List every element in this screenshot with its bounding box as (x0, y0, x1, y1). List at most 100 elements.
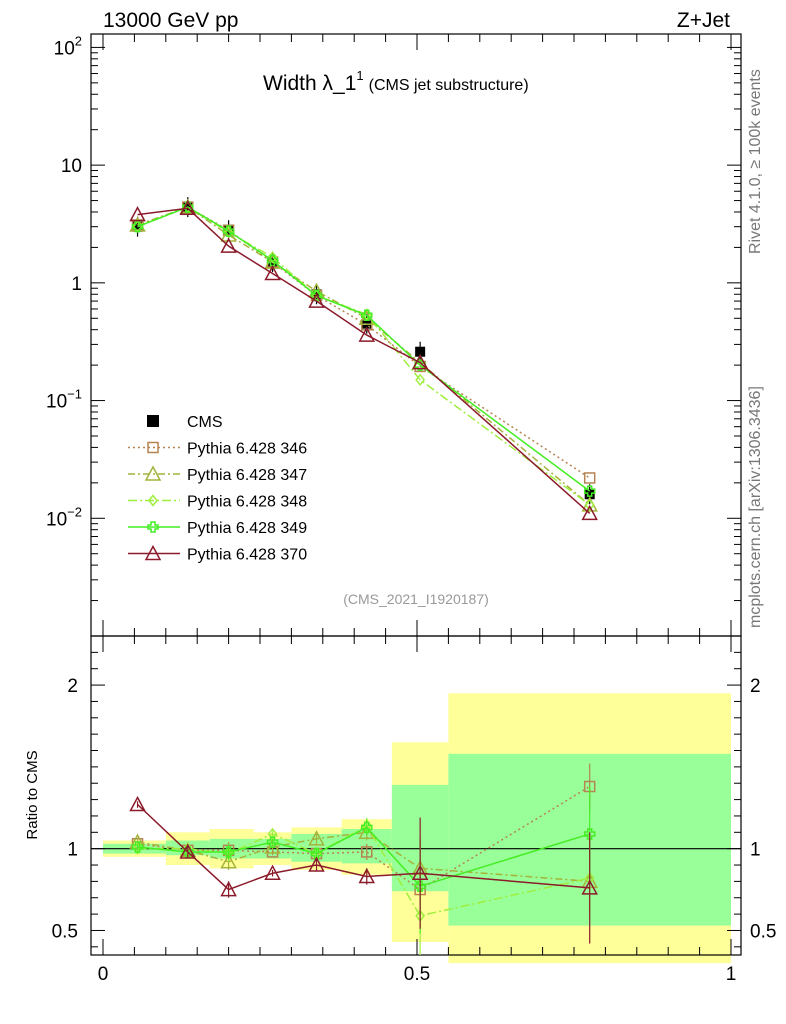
mcplots-label: mcplots.cern.ch [arXiv:1306.3436] (747, 386, 764, 628)
plot-title: Width λ_11 (CMS jet substructure) (263, 68, 529, 95)
marker-triangle-open (264, 864, 281, 880)
ratio-series (129, 763, 598, 955)
process-label: Z+Jet (677, 9, 730, 32)
main-series-line (137, 206, 591, 506)
marker-triangle-open (264, 253, 281, 269)
marker-triangle-open (220, 853, 237, 869)
xtick-label: 0 (98, 964, 109, 985)
marker-triangle-open (144, 544, 162, 561)
marker-square-filled (147, 415, 159, 427)
legend-entry: CMS (147, 414, 223, 431)
main-ytick-label: 10 (61, 156, 82, 177)
main-series-5 (129, 199, 598, 521)
main-ytick-label: 10−1 (46, 387, 82, 413)
ratio-series-4 (129, 795, 598, 944)
main-ytick-label-exp: −2 (67, 504, 82, 519)
marker-cross (310, 289, 323, 302)
marker-triangle-open (129, 206, 146, 222)
main-ytick-label-exp: 2 (75, 33, 82, 48)
legend-label: Pythia 6.428 347 (187, 467, 307, 484)
legend: CMS Pythia 6.428 346 Pythia 6.428 347 Pythi… (128, 414, 307, 564)
marker-cross (583, 828, 596, 840)
plot-title-sub: (CMS jet substructure) (369, 77, 529, 94)
ratio-ytick-label: 1 (67, 840, 78, 861)
marker-triangle-open (179, 199, 197, 216)
main-ytick-label: 1 (71, 274, 82, 295)
marker-diamond-open (415, 373, 426, 387)
ratio-ytick-label: 2 (67, 676, 78, 697)
main-ytick-label: 102 (54, 33, 82, 59)
marker-square-filled (584, 489, 595, 500)
xtick-label: 0.5 (404, 964, 430, 985)
legend-entry: Pythia 6.428 346 (128, 441, 307, 458)
ratio-series-line (137, 831, 590, 883)
marker-triangle-open (264, 838, 281, 854)
marker-cross (414, 359, 426, 371)
rivet-version-label: Rivet 4.1.0, ≥ 100k events (747, 69, 764, 254)
marker-triangle-open (179, 843, 197, 859)
marker-cross (310, 847, 323, 860)
marker-triangle-open (581, 879, 598, 895)
main-series-2 (129, 198, 598, 512)
main-series-line (137, 206, 591, 506)
legend-entry: Pythia 6.428 347 (128, 465, 307, 484)
marker-square-filled (415, 346, 426, 357)
marker-triangle-open (581, 504, 598, 521)
marker-cross (414, 880, 426, 893)
main-series-3 (132, 200, 595, 512)
marker-square-open (147, 441, 159, 454)
legend-label: Pythia 6.428 348 (187, 494, 307, 511)
marker-cross (361, 821, 373, 834)
ratio-ytick-label-right: 1 (750, 840, 761, 861)
marker-cross (131, 841, 144, 853)
main-series-line (137, 206, 591, 479)
main-series (129, 197, 598, 521)
marker-triangle-open (144, 465, 162, 481)
legend-entry: Pythia 6.428 349 (128, 520, 307, 537)
marker-triangle-open (411, 864, 429, 880)
ratio-ytick-label-right: 2 (750, 676, 761, 697)
marker-triangle-open (358, 326, 376, 342)
marker-cross (266, 836, 279, 848)
main-series-line (137, 206, 591, 492)
marker-cross (583, 485, 596, 497)
main-ytick-label-exp: −1 (67, 387, 82, 402)
plot-title-sup: 1 (356, 68, 363, 83)
marker-cross (147, 521, 159, 533)
main-ytick-label-base: 10 (46, 509, 67, 530)
marker-triangle-open (308, 282, 325, 298)
marker-triangle-open (264, 264, 281, 281)
legend-label: CMS (187, 414, 223, 431)
marker-triangle-open (308, 856, 325, 872)
marker-cross (266, 254, 279, 267)
legend-entry: Pythia 6.428 370 (128, 544, 307, 564)
marker-triangle-open (308, 830, 325, 846)
main-ytick-label: 10−2 (46, 504, 82, 530)
ratio-ytick-label-right: 0.5 (750, 921, 776, 942)
ratio-series-line (137, 826, 590, 888)
ratio-bands (103, 693, 731, 964)
marker-diamond-open (584, 498, 595, 512)
marker-triangle-open (308, 292, 325, 308)
main-ytick-label-base: 10 (46, 392, 67, 413)
marker-cross (222, 846, 235, 858)
ratio-ytick-label: 0.5 (52, 921, 78, 942)
marker-diamond-open (148, 494, 158, 507)
legend-label: Pythia 6.428 349 (187, 520, 307, 537)
energy-label: 13000 GeV pp (103, 9, 238, 32)
plot-title-main: Width λ_1 (263, 72, 356, 95)
marker-cross (361, 309, 373, 322)
marker-cross (131, 220, 144, 233)
ratio-frame (90, 635, 742, 956)
main-ytick-label-base: 10 (54, 38, 75, 59)
ratio-ylabel: Ratio to CMS (24, 750, 41, 839)
legend-label: Pythia 6.428 346 (187, 441, 307, 458)
marker-triangle-open (220, 237, 237, 253)
ratio-series-line (137, 824, 590, 917)
marker-cross (222, 225, 235, 237)
marker-triangle-open (129, 795, 146, 812)
analysis-id: (CMS_2021_I1920187) (343, 591, 489, 607)
marker-square-open (361, 846, 373, 858)
